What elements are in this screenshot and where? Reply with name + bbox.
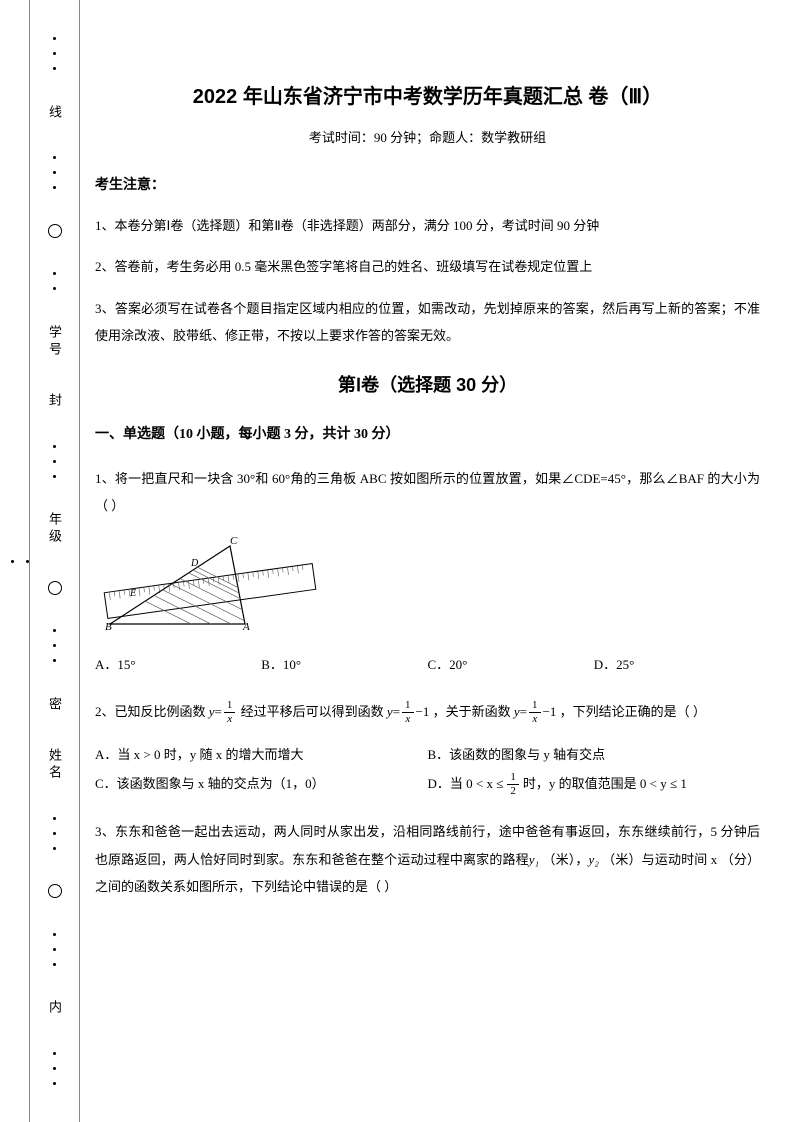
subsection-title: 一、单选题（10 小题，每小题 3 分，共计 30 分） bbox=[95, 423, 760, 443]
option-c: C．20° bbox=[428, 652, 594, 678]
notice-item: 3、答案必须写在试卷各个题目指定区域内相应的位置，如需改动，先划掉原来的答案，然… bbox=[95, 295, 760, 350]
margin-label: 线 bbox=[45, 105, 64, 122]
question-1-figure: B A C D E bbox=[95, 536, 760, 636]
margin-label: 封 bbox=[45, 393, 64, 410]
option-d: D．当 0 < x ≤ 12 时，y 的取值范围是 0 < y ≤ 1 bbox=[428, 770, 761, 799]
question-2-text: 2、已知反比例函数 y=1x 经过平移后可以得到函数 y=1x−1 ，关于新函数… bbox=[95, 698, 760, 726]
q2-eq: = bbox=[393, 704, 400, 719]
q2-prefix: 2、已知反比例函数 bbox=[95, 704, 209, 719]
question-1-text: 1、将一把直尺和一块含 30°和 60°角的三角板 ABC 按如图所示的位置放置… bbox=[95, 465, 760, 520]
point-e-label: E bbox=[129, 588, 136, 599]
dot-group bbox=[53, 37, 56, 70]
circle-mark bbox=[48, 224, 62, 238]
dot-group bbox=[53, 1052, 56, 1085]
option-a: A．15° bbox=[95, 652, 261, 678]
q2-eq: = bbox=[215, 704, 222, 719]
q2-m1: −1 bbox=[416, 704, 430, 719]
q2-mid1: 经过平移后可以得到函数 bbox=[241, 704, 387, 719]
q3-y1: y₁ bbox=[529, 852, 539, 867]
option-b: B．该函数的图象与 y 轴有交点 bbox=[428, 741, 761, 770]
dot-group bbox=[53, 817, 56, 850]
dot-group bbox=[0, 560, 29, 563]
q2-frac: 1x bbox=[224, 700, 236, 725]
section-title: 第Ⅰ卷（选择题 30 分） bbox=[95, 371, 760, 397]
exam-title: 2022 年山东省济宁市中考数学历年真题汇总 卷（Ⅲ） bbox=[95, 80, 760, 109]
notice-item: 1、本卷分第Ⅰ卷（选择题）和第Ⅱ卷（非选择题）两部分，满分 100 分，考试时间… bbox=[95, 212, 760, 239]
q2-frac: 1x bbox=[402, 700, 414, 725]
question-1-options: A．15° B．10° C．20° D．25° bbox=[95, 652, 760, 678]
option-d: D．25° bbox=[594, 652, 760, 678]
margin-label: 姓名 bbox=[45, 748, 64, 782]
dot-group bbox=[53, 933, 56, 966]
dot-group bbox=[53, 445, 56, 478]
option-b: B．10° bbox=[261, 652, 427, 678]
dot-group bbox=[53, 272, 56, 290]
q3-mid: （米）， bbox=[542, 852, 588, 867]
point-d-label: D bbox=[190, 558, 199, 569]
notice-item: 2、答卷前，考生务必用 0.5 毫米黑色签字笔将自己的姓名、班级填写在试卷规定位… bbox=[95, 253, 760, 280]
margin-label: 内 bbox=[45, 1000, 64, 1017]
margin-label: 年级 bbox=[45, 512, 64, 546]
binding-margin-outer: 线 封 密 外 bbox=[0, 0, 30, 1122]
circle-mark bbox=[48, 581, 62, 595]
option-a: A．当 x > 0 时，y 随 x 的增大而增大 bbox=[95, 741, 428, 770]
option-c: C．该函数图象与 x 轴的交点为（1，0） bbox=[95, 770, 428, 799]
notice-heading: 考生注意： bbox=[95, 174, 760, 194]
q2-suffix: ，下列结论正确的是（ ） bbox=[560, 704, 706, 719]
q2-frac: 1x bbox=[529, 700, 541, 725]
dot-group bbox=[53, 629, 56, 662]
q3-y2: y₂ bbox=[589, 852, 599, 867]
dot-group bbox=[53, 156, 56, 189]
margin-label: 学号 bbox=[45, 325, 64, 359]
point-b-label: B bbox=[105, 621, 112, 631]
question-3-text: 3、东东和爸爸一起出去运动，两人同时从家出发，沿相同路线前行，途中爸爸有事返回，… bbox=[95, 818, 760, 900]
question-2-options: A．当 x > 0 时，y 随 x 的增大而增大 B．该函数的图象与 y 轴有交… bbox=[95, 741, 760, 798]
margin-label: 密 bbox=[45, 697, 64, 714]
circle-mark bbox=[48, 884, 62, 898]
exam-content: 2022 年山东省济宁市中考数学历年真题汇总 卷（Ⅲ） 考试时间：90 分钟；命… bbox=[95, 80, 775, 916]
point-a-label: A bbox=[242, 621, 250, 631]
q2-mid2: ，关于新函数 bbox=[433, 704, 514, 719]
point-c-label: C bbox=[230, 536, 238, 547]
exam-subtitle: 考试时间：90 分钟；命题人：数学教研组 bbox=[95, 127, 760, 146]
q2-eq: = bbox=[520, 704, 527, 719]
q2-m1: −1 bbox=[543, 704, 557, 719]
binding-margin-inner: 线 学号 封 年级 密 姓名 内 bbox=[30, 0, 80, 1122]
